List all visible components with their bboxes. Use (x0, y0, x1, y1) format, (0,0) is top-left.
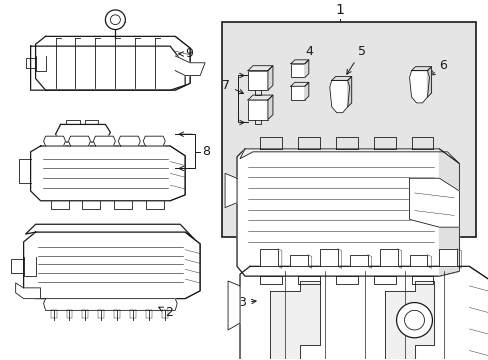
Polygon shape (319, 249, 337, 266)
Text: 4: 4 (299, 45, 313, 74)
Polygon shape (227, 281, 240, 330)
Polygon shape (289, 255, 307, 266)
Polygon shape (269, 281, 319, 359)
Polygon shape (304, 82, 308, 100)
Polygon shape (290, 82, 308, 86)
Polygon shape (411, 67, 430, 71)
Text: 5: 5 (346, 45, 365, 74)
Polygon shape (247, 95, 272, 100)
Polygon shape (384, 281, 433, 359)
Polygon shape (31, 146, 185, 201)
Polygon shape (43, 136, 65, 146)
Bar (222, 22, 475, 237)
Polygon shape (23, 232, 200, 299)
Polygon shape (304, 60, 308, 77)
Polygon shape (331, 76, 351, 80)
Circle shape (105, 10, 125, 30)
Polygon shape (16, 283, 41, 299)
Polygon shape (427, 67, 430, 97)
Polygon shape (56, 125, 110, 142)
Bar (247, 71, 267, 90)
Polygon shape (43, 299, 177, 310)
Bar (290, 64, 304, 77)
Polygon shape (267, 66, 272, 90)
Text: 1: 1 (335, 3, 344, 17)
Polygon shape (93, 136, 115, 146)
Text: 9: 9 (179, 48, 193, 60)
Polygon shape (260, 249, 277, 266)
Polygon shape (408, 178, 458, 227)
Text: 3: 3 (238, 296, 256, 309)
Polygon shape (247, 66, 272, 71)
Polygon shape (31, 46, 185, 90)
Polygon shape (439, 149, 458, 276)
Text: 7: 7 (222, 79, 243, 94)
Polygon shape (329, 80, 349, 113)
Polygon shape (237, 149, 458, 276)
Polygon shape (349, 255, 367, 266)
Polygon shape (240, 149, 458, 163)
Text: 8: 8 (202, 145, 210, 158)
Polygon shape (36, 36, 190, 90)
Polygon shape (347, 76, 351, 107)
Polygon shape (439, 249, 456, 266)
Polygon shape (408, 71, 428, 103)
Polygon shape (267, 95, 272, 120)
Polygon shape (25, 224, 195, 240)
Polygon shape (408, 255, 427, 266)
Polygon shape (240, 266, 488, 360)
Bar (247, 100, 267, 120)
Polygon shape (143, 136, 165, 146)
Text: 2: 2 (159, 306, 173, 319)
Polygon shape (175, 56, 204, 76)
Polygon shape (224, 174, 237, 208)
Circle shape (396, 302, 431, 338)
Polygon shape (379, 249, 397, 266)
Bar (290, 86, 304, 100)
Polygon shape (290, 60, 308, 64)
Polygon shape (118, 136, 140, 146)
Text: 6: 6 (430, 59, 447, 75)
Polygon shape (68, 136, 90, 146)
